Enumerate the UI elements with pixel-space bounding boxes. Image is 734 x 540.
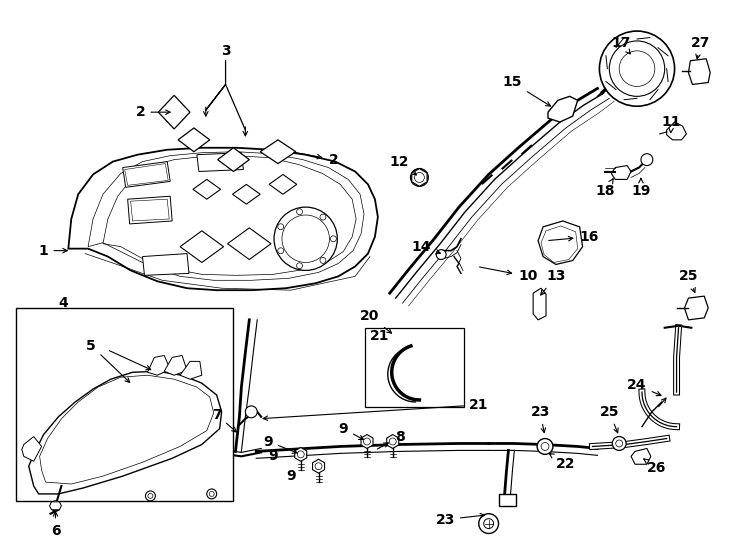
Circle shape xyxy=(479,514,498,534)
Polygon shape xyxy=(685,296,708,320)
Text: 9: 9 xyxy=(264,435,297,453)
Text: 26: 26 xyxy=(644,459,666,475)
Polygon shape xyxy=(193,179,221,199)
Polygon shape xyxy=(29,372,222,494)
Polygon shape xyxy=(22,436,42,461)
Text: 10: 10 xyxy=(479,267,538,284)
Polygon shape xyxy=(269,174,297,194)
Text: 25: 25 xyxy=(679,269,698,292)
Circle shape xyxy=(297,263,302,269)
Text: 16: 16 xyxy=(549,230,599,244)
Text: 14: 14 xyxy=(412,240,440,254)
Polygon shape xyxy=(233,184,260,204)
Polygon shape xyxy=(631,448,651,464)
Text: 9: 9 xyxy=(338,422,363,440)
Polygon shape xyxy=(533,288,546,320)
Polygon shape xyxy=(218,148,250,172)
Polygon shape xyxy=(260,140,296,164)
Text: 15: 15 xyxy=(503,76,550,106)
Text: 24: 24 xyxy=(628,378,661,396)
Polygon shape xyxy=(666,122,686,140)
Polygon shape xyxy=(295,448,307,461)
Polygon shape xyxy=(313,460,324,473)
Polygon shape xyxy=(68,148,378,290)
Circle shape xyxy=(274,207,338,271)
Circle shape xyxy=(145,491,156,501)
Polygon shape xyxy=(412,168,427,186)
Circle shape xyxy=(277,248,284,254)
Polygon shape xyxy=(148,355,170,375)
Text: 5: 5 xyxy=(86,339,130,382)
Polygon shape xyxy=(197,153,244,172)
Circle shape xyxy=(297,209,302,215)
Circle shape xyxy=(600,31,675,106)
Polygon shape xyxy=(387,435,399,448)
Polygon shape xyxy=(228,228,271,260)
Polygon shape xyxy=(178,128,210,152)
Polygon shape xyxy=(180,361,202,379)
Polygon shape xyxy=(611,166,631,179)
Circle shape xyxy=(612,436,626,450)
Text: 12: 12 xyxy=(390,154,416,175)
Text: 23: 23 xyxy=(531,405,550,433)
Text: 2: 2 xyxy=(294,152,338,167)
Text: 1: 1 xyxy=(39,244,68,258)
Text: 2: 2 xyxy=(136,105,170,119)
Text: 25: 25 xyxy=(600,405,619,433)
Circle shape xyxy=(320,258,326,264)
Text: 22: 22 xyxy=(549,454,575,471)
Text: 6: 6 xyxy=(51,512,60,537)
Text: 8: 8 xyxy=(377,429,404,449)
Polygon shape xyxy=(128,196,172,224)
Text: 9: 9 xyxy=(286,469,296,483)
Text: 27: 27 xyxy=(691,36,710,59)
Circle shape xyxy=(537,438,553,454)
Bar xyxy=(16,308,233,501)
Circle shape xyxy=(484,518,493,529)
Polygon shape xyxy=(498,494,516,506)
Circle shape xyxy=(245,406,257,418)
Text: 13: 13 xyxy=(541,269,566,295)
Text: 17: 17 xyxy=(611,36,631,54)
Text: 21: 21 xyxy=(264,398,489,421)
Polygon shape xyxy=(49,502,62,510)
Text: 20: 20 xyxy=(360,309,391,333)
Text: 19: 19 xyxy=(631,178,650,198)
Bar xyxy=(365,328,464,407)
Polygon shape xyxy=(180,231,224,262)
Circle shape xyxy=(277,224,284,230)
Circle shape xyxy=(330,236,336,242)
Circle shape xyxy=(320,214,326,220)
Polygon shape xyxy=(538,221,583,265)
Text: 7: 7 xyxy=(212,408,236,432)
Circle shape xyxy=(641,154,653,166)
Circle shape xyxy=(51,501,60,511)
Text: 4: 4 xyxy=(59,296,68,310)
Text: 23: 23 xyxy=(436,512,484,526)
Polygon shape xyxy=(159,96,190,129)
Polygon shape xyxy=(123,161,170,187)
Text: 11: 11 xyxy=(662,115,681,133)
Text: 3: 3 xyxy=(221,44,230,58)
Text: 21: 21 xyxy=(370,329,390,343)
Circle shape xyxy=(410,168,429,186)
Polygon shape xyxy=(142,254,189,275)
Polygon shape xyxy=(361,435,373,448)
Circle shape xyxy=(436,249,446,260)
Text: 9: 9 xyxy=(268,449,278,463)
Text: 18: 18 xyxy=(595,179,615,198)
Polygon shape xyxy=(688,59,711,84)
Polygon shape xyxy=(164,355,187,375)
Polygon shape xyxy=(548,96,578,122)
Circle shape xyxy=(207,489,217,499)
